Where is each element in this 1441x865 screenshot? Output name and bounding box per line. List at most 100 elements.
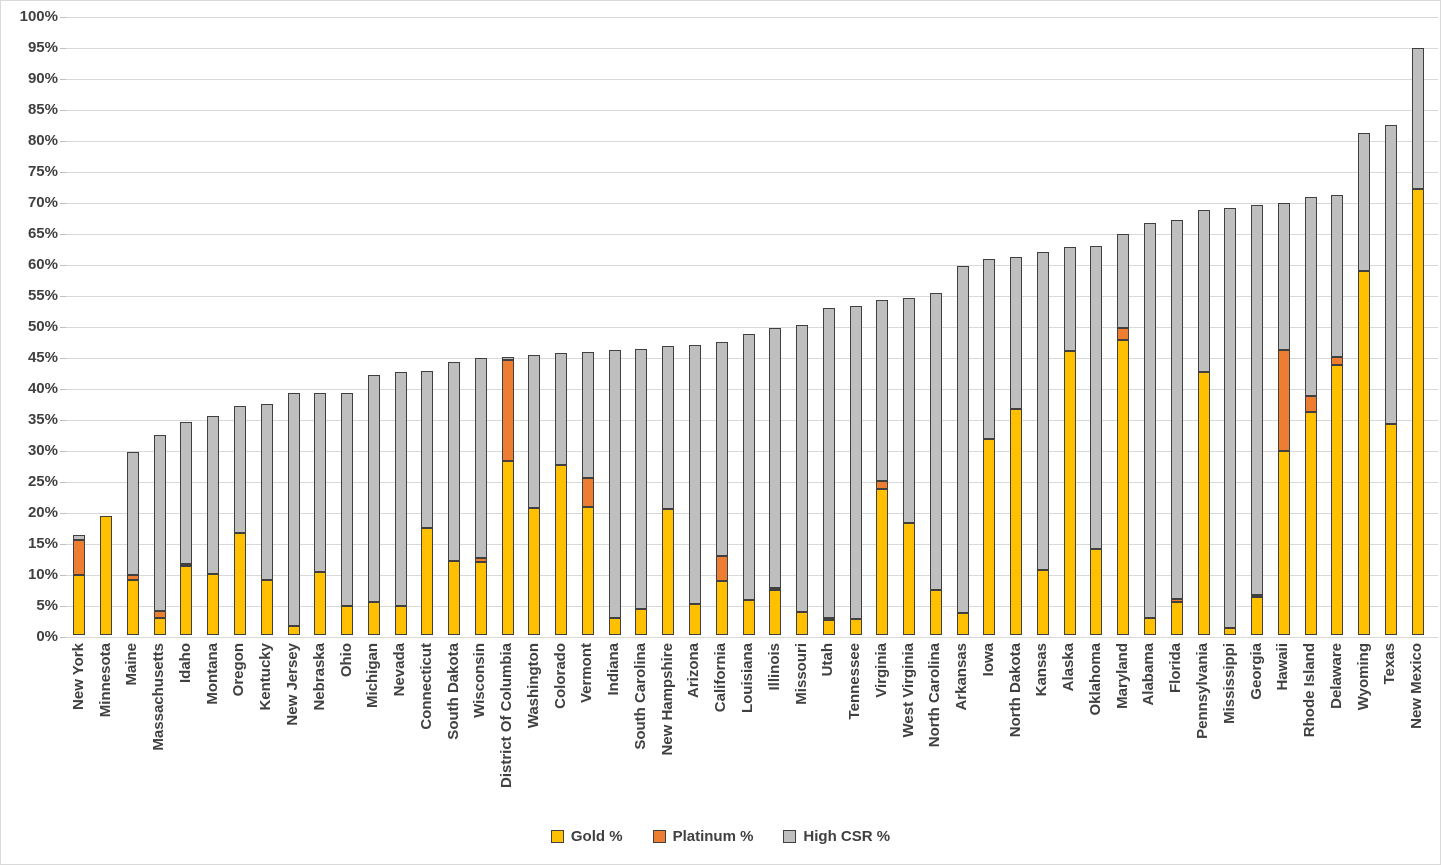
bar-alaska [1063,246,1076,635]
bar-segment-high-csr- [662,346,675,509]
x-axis-label: West Virginia [899,643,917,738]
bar-new-mexico [1411,47,1424,635]
legend-item-high-csr-: High CSR % [783,828,890,845]
bar-segment-high-csr- [555,352,568,466]
y-axis-tick [60,79,66,80]
y-axis-label: 70% [27,194,58,211]
bar-segment-gold- [73,574,86,635]
bar-segment-high-csr- [769,327,782,589]
bar-segment-high-csr- [1143,223,1156,619]
y-axis-tick [60,327,66,328]
y-axis-label: 60% [27,256,58,273]
bar-segment-high-csr- [448,361,461,562]
bar-segment-platinum- [180,564,193,567]
bar-segment-gold- [769,590,782,635]
bar-segment-high-csr- [421,370,434,528]
bar-segment-gold- [715,581,728,635]
bar-segment-high-csr- [1036,252,1049,570]
x-axis-label: Oregon [230,643,248,697]
bar-segment-gold- [608,617,621,635]
gridline [66,79,1438,80]
y-axis-tick [60,389,66,390]
bar-segment-high-csr- [180,421,193,565]
bar-new-jersey [287,393,300,635]
bar-idaho [180,421,193,635]
y-axis-tick [60,110,66,111]
bar-segment-platinum- [501,360,514,462]
x-axis-label: Kentucky [257,643,275,711]
x-axis-label: District Of Columbia [498,643,516,789]
x-axis-label: Oklahoma [1086,643,1104,716]
x-axis-label: Tennessee [846,643,864,720]
x-axis-label: South Carolina [631,643,649,750]
bar-rhode-island [1304,197,1317,635]
bar-delaware [1331,194,1344,635]
gridline [66,265,1438,266]
bar-segment-high-csr- [126,451,139,575]
y-axis-tick [60,358,66,359]
bar-utah [822,308,835,635]
bar-segment-gold- [1251,596,1264,635]
bar-segment-gold- [501,461,514,635]
bar-segment-high-csr- [715,341,728,557]
bar-kansas [1036,252,1049,635]
x-axis-label: California [712,643,730,713]
bar-segment-gold- [903,523,916,635]
bar-hawaii [1277,202,1290,635]
y-axis-label: 30% [27,442,58,459]
bar-segment-platinum- [769,588,782,591]
bar-segment-high-csr- [233,406,246,533]
bar-louisiana [742,333,755,635]
chart-legend: Gold % Platinum % High CSR % [1,828,1440,845]
x-axis-label: Utah [819,643,837,677]
bar-segment-gold- [876,488,889,635]
x-axis-label: New York [69,643,87,710]
y-axis-tick [60,141,66,142]
bar-segment-gold- [742,599,755,635]
bar-segment-high-csr- [260,404,273,580]
y-axis-tick [60,203,66,204]
x-axis-label: Nevada [391,643,409,697]
bar-colorado [555,352,568,635]
y-axis-tick [60,482,66,483]
y-axis-label: 5% [36,597,58,614]
bar-segment-platinum- [126,574,139,581]
bar-segment-high-csr- [796,325,809,613]
bar-segment-high-csr- [1384,124,1397,424]
bar-segment-gold- [528,507,541,635]
bar-segment-high-csr- [1117,233,1130,328]
gridline [66,203,1438,204]
bar-segment-high-csr- [1358,132,1371,272]
bar-new-york [73,534,86,635]
x-axis-label: Delaware [1327,643,1345,709]
y-axis-label: 0% [36,628,58,645]
y-axis-label: 20% [27,504,58,521]
bar-segment-platinum- [1170,599,1183,603]
bar-segment-gold- [1090,548,1103,635]
bar-segment-platinum- [581,478,594,507]
y-axis-tick [60,544,66,545]
y-axis-label: 80% [27,132,58,149]
x-axis-label: Georgia [1247,643,1265,700]
bar-segment-gold- [421,527,434,635]
bar-florida [1170,219,1183,635]
bar-south-carolina [635,349,648,635]
bar-segment-high-csr- [153,434,166,612]
x-axis-label: New Mexico [1408,643,1426,729]
bar-segment-gold- [1224,627,1237,635]
bar-segment-high-csr- [742,333,755,600]
gridline [66,48,1438,49]
bar-minnesota [100,515,113,635]
bar-segment-platinum- [1251,594,1264,597]
bar-ohio [341,392,354,635]
y-axis-tick [60,265,66,266]
bar-pennsylvania [1197,209,1210,635]
bar-segment-gold- [1117,339,1130,635]
y-axis-label: 85% [27,101,58,118]
bar-segment-high-csr- [287,393,300,626]
gridline [66,110,1438,111]
y-axis-label: 75% [27,163,58,180]
bar-segment-gold- [849,618,862,635]
bar-michigan [367,375,380,635]
bar-segment-high-csr- [1331,194,1344,358]
